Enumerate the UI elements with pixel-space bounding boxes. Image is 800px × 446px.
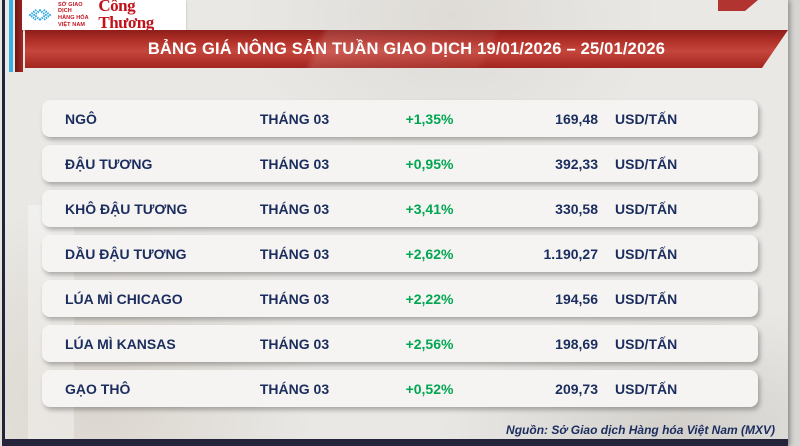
contract-month: THÁNG 03 xyxy=(259,155,330,172)
change-percent: +2,62% xyxy=(405,245,454,262)
mxv-chevrons-icon xyxy=(28,9,52,21)
change-percent: +1,35% xyxy=(405,110,454,127)
price-unit: USD/TẤN xyxy=(615,290,678,307)
commodity-name: KHÔ ĐẬU TƯƠNG xyxy=(65,200,188,217)
table-row: LÚA MÌ CHICAGO THÁNG 03 +2,22% 194,56 US… xyxy=(42,280,758,317)
logo-bar: SỞ GIAO DỊCH HÀNG HÓA VIỆT NAM Công Thươ… xyxy=(22,0,186,34)
mxv-org-line: SỞ GIAO DỊCH xyxy=(58,1,83,15)
contract-month: THÁNG 03 xyxy=(259,380,330,397)
price-value: 330,58 xyxy=(555,200,598,217)
change-percent: +2,56% xyxy=(405,335,454,352)
change-percent: +0,95% xyxy=(405,155,454,172)
price-value: 1.190,27 xyxy=(543,245,599,262)
price-unit: USD/TẤN xyxy=(615,200,678,217)
price-unit: USD/TẤN xyxy=(615,245,678,262)
bottom-bar xyxy=(2,439,788,446)
change-percent: +2,22% xyxy=(405,290,454,307)
page-title: BẢNG GIÁ NÔNG SẢN TUẦN GIAO DỊCH 19/01/2… xyxy=(147,39,666,58)
price-table: NGÔ THÁNG 03 +1,35% 169,48 USD/TẤN ĐẬU T… xyxy=(42,100,758,415)
price-value: 194,56 xyxy=(555,290,598,307)
mxv-org-line: VIỆT NAM xyxy=(58,21,86,28)
congthuong-logo: Công Thương xyxy=(93,0,182,34)
price-unit: USD/TẤN xyxy=(615,110,678,127)
left-edge-line xyxy=(2,0,5,446)
price-unit: USD/TẤN xyxy=(615,155,678,172)
congthuong-wordmark: Công Thương xyxy=(98,0,154,32)
table-row: NGÔ THÁNG 03 +1,35% 169,48 USD/TẤN xyxy=(42,100,758,137)
contract-month: THÁNG 03 xyxy=(259,335,330,352)
table-row: KHÔ ĐẬU TƯƠNG THÁNG 03 +3,41% 330,58 USD… xyxy=(42,190,758,227)
price-value: 169,48 xyxy=(555,110,598,127)
price-value: 392,33 xyxy=(555,155,598,172)
top-right-red-wedge xyxy=(718,0,758,11)
commodity-name: GẠO THÔ xyxy=(65,380,131,397)
maroon-accent-strip xyxy=(15,0,23,72)
commodity-name: ĐẬU TƯƠNG xyxy=(65,155,153,172)
change-percent: +0,52% xyxy=(405,380,454,397)
table-row: LÚA MÌ KANSAS THÁNG 03 +2,56% 198,69 USD… xyxy=(42,325,758,362)
commodity-name: LÚA MÌ KANSAS xyxy=(65,335,176,352)
source-credit: Nguồn: Sở Giao dịch Hàng hóa Việt Nam (M… xyxy=(506,423,775,437)
mxv-org-name: SỞ GIAO DỊCH HÀNG HÓA VIỆT NAM xyxy=(58,2,93,28)
contract-month: THÁNG 03 xyxy=(259,200,330,217)
mxv-org-line: HÀNG HÓA xyxy=(58,15,89,21)
price-value: 209,73 xyxy=(555,380,598,397)
title-banner: BẢNG GIÁ NÔNG SẢN TUẦN GIAO DỊCH 19/01/2… xyxy=(25,30,788,68)
price-unit: USD/TẤN xyxy=(615,380,678,397)
price-unit: USD/TẤN xyxy=(615,335,678,352)
table-row: DẦU ĐẬU TƯƠNG THÁNG 03 +2,62% 1.190,27 U… xyxy=(42,235,758,272)
contract-month: THÁNG 03 xyxy=(259,110,330,127)
table-row: ĐẬU TƯƠNG THÁNG 03 +0,95% 392,33 USD/TẤN xyxy=(42,145,758,182)
contract-month: THÁNG 03 xyxy=(259,290,330,307)
table-row: GẠO THÔ THÁNG 03 +0,52% 209,73 USD/TẤN xyxy=(42,370,758,407)
price-value: 198,69 xyxy=(555,335,598,352)
change-percent: +3,41% xyxy=(405,200,454,217)
commodity-name: LÚA MÌ CHICAGO xyxy=(65,290,183,307)
commodity-name: DẦU ĐẬU TƯƠNG xyxy=(65,245,187,262)
commodity-name: NGÔ xyxy=(65,110,97,127)
cyan-accent-strip xyxy=(9,0,13,72)
contract-month: THÁNG 03 xyxy=(259,245,330,262)
